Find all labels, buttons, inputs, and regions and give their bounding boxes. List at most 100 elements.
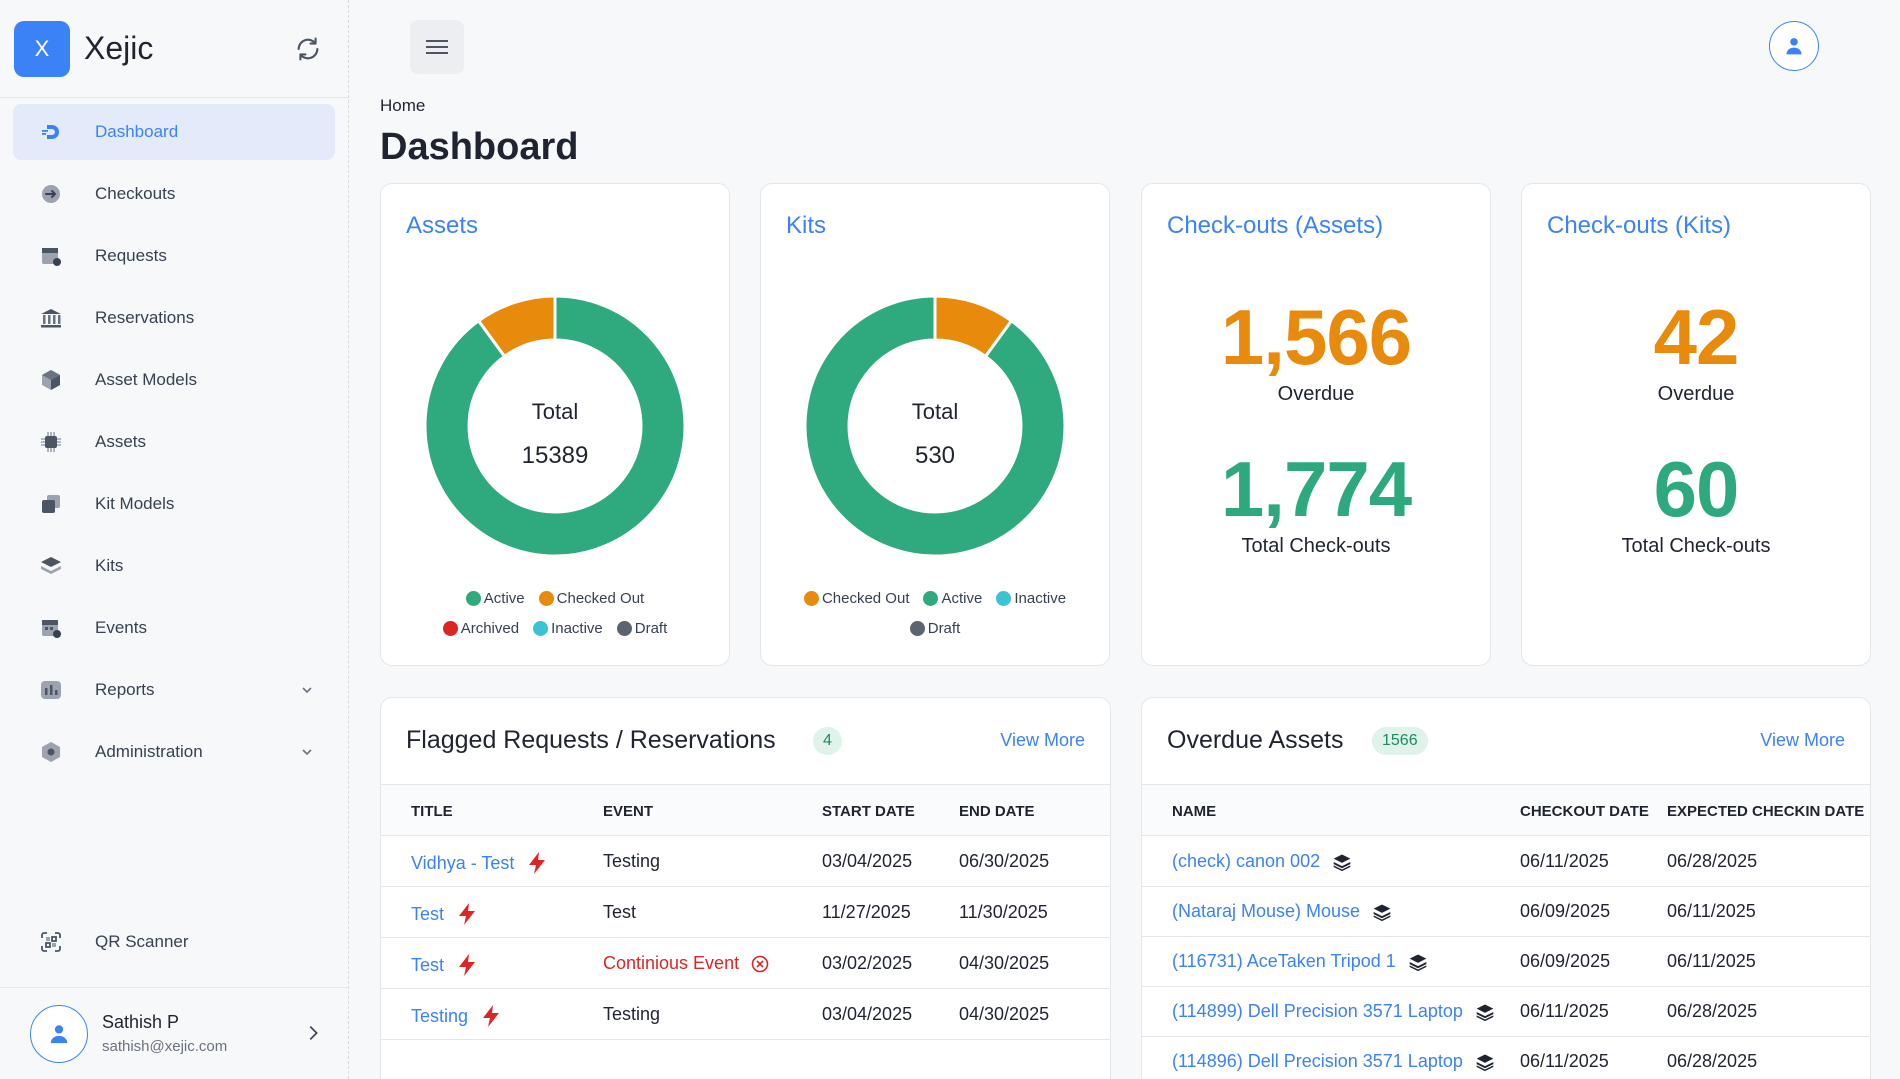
table-row[interactable]: (Nataraj Mouse) Mouse 06/09/2025 06/11/202… — [1142, 886, 1870, 937]
donut-total-label: Total — [531, 399, 579, 424]
request-title-link[interactable]: Test — [411, 903, 445, 924]
breadcrumb[interactable]: Home — [380, 96, 426, 115]
layers-icon — [1332, 852, 1352, 872]
sidebar-item-events[interactable]: Events — [13, 600, 335, 656]
asset-name-link[interactable]: (114899) Dell Precision 3571 Laptop — [1172, 1001, 1463, 1021]
legend-item[interactable]: Checked Out — [803, 590, 909, 607]
asset-name-link[interactable]: (check) canon 002 — [1172, 851, 1321, 871]
overdue-count[interactable]: 42 — [1653, 293, 1740, 381]
card-title[interactable]: Check-outs (Assets) — [1167, 212, 1384, 239]
table-row[interactable]: (116731) AceTaken Tripod 1 06/09/2025 06/1… — [1142, 936, 1870, 987]
view-more-link[interactable]: View More — [1760, 730, 1845, 750]
overdue-count[interactable]: 1,566 — [1220, 293, 1412, 381]
request-title-link[interactable]: Vidhya - Test — [411, 852, 515, 873]
header-avatar[interactable] — [1769, 21, 1819, 71]
donut-slice-active[interactable] — [373, 244, 736, 607]
table-row[interactable]: (114896) Dell Precision 3571 Laptop 06/11… — [1142, 1036, 1870, 1079]
kits-card: Kits Total 530 Checked Out Active Inacti… — [760, 183, 1110, 666]
sidebar-item-kit-models[interactable]: Kit Models — [13, 476, 335, 532]
cube-icon — [39, 368, 63, 392]
table-header: NAME CHECKOUT DATE EXPECTED CHECKIN DATE — [1142, 784, 1870, 836]
legend-item[interactable]: Draft — [616, 620, 667, 637]
column-header[interactable]: EVENT — [603, 803, 654, 820]
chart-legend: Active Checked Out — [381, 590, 729, 607]
sidebar-item-kits[interactable]: Kits — [13, 538, 335, 594]
legend-item[interactable]: Draft — [909, 620, 960, 637]
card-title[interactable]: Check-outs (Kits) — [1547, 212, 1732, 239]
chevron-down-icon[interactable] — [299, 744, 315, 760]
request-title-link[interactable]: Testing — [411, 1005, 469, 1026]
row-event-cell: Continious Event — [603, 953, 769, 974]
table-title: Flagged Requests / Reservations — [406, 726, 776, 754]
legend-item[interactable]: Active — [465, 590, 525, 607]
sidebar-item-dashboard[interactable]: Dashboard — [13, 104, 335, 160]
sidebar: X Xejic Dashboard Checkouts Requests — [0, 0, 349, 1079]
x-circle-icon — [751, 955, 769, 973]
table-row[interactable]: Testing Testing 03/04/2025 04/30/2025 — [381, 989, 1110, 1040]
legend-item[interactable]: Inactive — [996, 590, 1066, 607]
card-title[interactable]: Kits — [786, 212, 827, 239]
sidebar-item-assets[interactable]: Assets — [13, 414, 335, 470]
assets-donut-chart[interactable] — [373, 244, 736, 607]
asset-name-link[interactable]: (116731) AceTaken Tripod 1 — [1172, 951, 1396, 971]
sidebar-item-label: Administration — [95, 742, 203, 761]
sidebar-item-label: Requests — [95, 246, 167, 265]
column-header[interactable]: START DATE — [822, 803, 915, 820]
sidebar-item-qr-scanner[interactable]: QR Scanner — [13, 914, 335, 970]
legend-item[interactable]: Checked Out — [538, 590, 644, 607]
checkin-date: 06/11/2025 — [1667, 901, 1756, 921]
table-row[interactable]: Vidhya - Test Testing 03/04/2025 06/30/2025 — [381, 836, 1110, 887]
sidebar-item-label: Checkouts — [95, 184, 176, 203]
sidebar-item-reservations[interactable]: Reservations — [13, 290, 335, 346]
legend-item[interactable]: Inactive — [533, 620, 603, 637]
count-badge: 4 — [813, 727, 842, 755]
sidebar-item-requests[interactable]: Requests — [13, 228, 335, 284]
donut-slice-active[interactable] — [805, 296, 1065, 556]
flag-bolt-icon — [456, 953, 478, 977]
calendar-icon — [39, 616, 63, 640]
table-row[interactable]: (114899) Dell Precision 3571 Laptop 06/11… — [1142, 986, 1870, 1037]
card-title[interactable]: Assets — [406, 212, 479, 239]
kits-donut-chart[interactable] — [805, 296, 1065, 556]
hexagon-icon — [39, 740, 63, 764]
row-name-cell: (114899) Dell Precision 3571 Laptop — [1172, 1001, 1495, 1022]
refresh-icon[interactable] — [294, 35, 322, 63]
table-row[interactable]: (check) canon 002 06/11/2025 06/28/2025 — [1142, 836, 1870, 887]
column-header[interactable]: EXPECTED CHECKIN DATE — [1667, 803, 1865, 820]
table-row[interactable]: Test Continious Event 03/02/2025 04/30/2025 — [381, 938, 1110, 989]
user-profile[interactable]: Sathish P sathish@xejic.com — [0, 987, 348, 1079]
sidebar-item-asset-models[interactable]: Asset Models — [13, 352, 335, 408]
menu-toggle-button[interactable] — [410, 20, 464, 74]
flag-bolt-icon — [526, 851, 548, 875]
hamburger-icon — [426, 40, 448, 54]
chevron-down-icon[interactable] — [299, 682, 315, 698]
event-name: Testing — [603, 851, 661, 871]
sidebar-item-reports[interactable]: Reports — [13, 662, 335, 718]
total-checkouts-count[interactable]: 60 — [1653, 445, 1740, 533]
chart-legend: Archived Inactive Draft — [381, 620, 729, 637]
chevron-right-icon[interactable] — [302, 1022, 324, 1044]
column-header[interactable]: NAME — [1172, 803, 1217, 820]
sidebar-item-administration[interactable]: Administration — [13, 724, 335, 780]
row-event-cell: Testing — [603, 1004, 660, 1025]
column-header[interactable]: END DATE — [959, 803, 1035, 820]
legend-item[interactable]: Active — [923, 590, 982, 607]
flag-bolt-icon — [456, 902, 478, 926]
asset-name-link[interactable]: (114896) Dell Precision 3571 Laptop — [1172, 1051, 1463, 1071]
column-header[interactable]: TITLE — [411, 803, 453, 820]
sidebar-item-checkouts[interactable]: Checkouts — [13, 166, 335, 222]
column-header[interactable]: CHECKOUT DATE — [1520, 803, 1649, 820]
table-row[interactable]: Test Test 11/27/2025 11/30/2025 — [381, 887, 1110, 938]
asset-name-link[interactable]: (Nataraj Mouse) Mouse — [1172, 901, 1361, 921]
chart-legend: Checked Out Active Inactive — [761, 590, 1109, 607]
total-checkouts-count[interactable]: 1,774 — [1220, 445, 1412, 533]
checkouts-kits-card: Check-outs (Kits) 42 Overdue 60 Total Ch… — [1521, 183, 1871, 666]
requests-icon — [39, 244, 63, 268]
legend-item[interactable]: Archived — [442, 620, 519, 637]
donut-total-label: Total — [911, 399, 959, 424]
sidebar-item-label: QR Scanner — [95, 932, 189, 951]
qr-scanner-icon — [39, 930, 63, 954]
request-title-link[interactable]: Test — [411, 954, 445, 975]
brand-logo[interactable]: X — [14, 20, 70, 77]
view-more-link[interactable]: View More — [1000, 730, 1085, 750]
